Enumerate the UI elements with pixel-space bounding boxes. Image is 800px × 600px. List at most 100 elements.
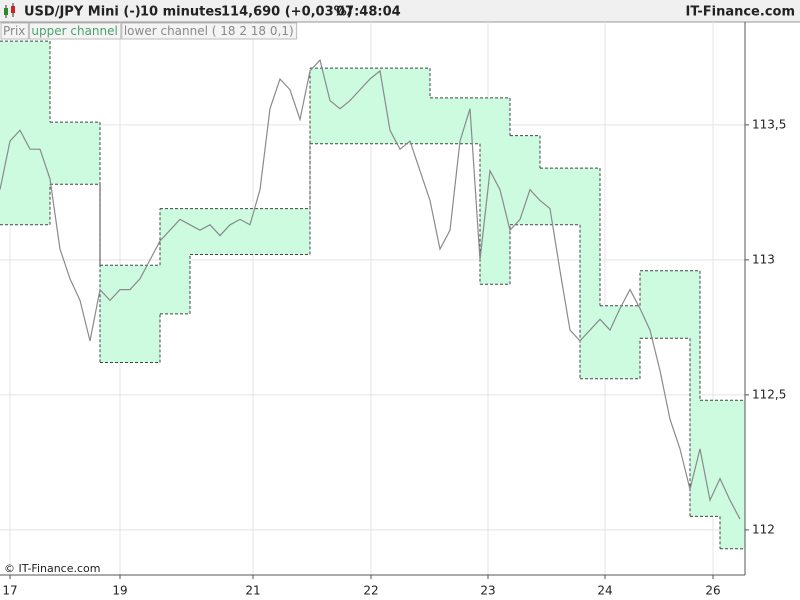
channel-fill bbox=[240, 208, 250, 255]
y-tick-label: 113,5 bbox=[752, 117, 786, 131]
channel-fill bbox=[280, 208, 290, 255]
channel-fill bbox=[540, 168, 550, 225]
x-tick-label: 23 bbox=[480, 584, 495, 598]
channel-fill bbox=[500, 97, 510, 285]
legend-box bbox=[28, 22, 122, 40]
channel-fill bbox=[650, 270, 660, 339]
channel-fill bbox=[530, 135, 540, 225]
channel-fill bbox=[700, 400, 710, 517]
x-tick-label: 26 bbox=[705, 584, 720, 598]
channel-fill bbox=[150, 265, 160, 363]
legend-entry: Prix bbox=[3, 24, 25, 38]
y-tick-label: 112,5 bbox=[752, 387, 786, 401]
channel-fill bbox=[20, 41, 30, 225]
channel-fill bbox=[630, 305, 640, 379]
channel-fill bbox=[430, 97, 440, 144]
channel-fill bbox=[460, 97, 470, 144]
legend-box bbox=[121, 22, 298, 40]
channel-fill bbox=[100, 265, 110, 363]
x-tick-label: 19 bbox=[112, 584, 127, 598]
channel-fill bbox=[560, 168, 570, 225]
channel-fill bbox=[710, 400, 720, 517]
legend-entry: lower channel ( 18 2 18 0,1) bbox=[124, 24, 294, 38]
channel-fill bbox=[180, 208, 190, 314]
x-tick-label: 24 bbox=[597, 584, 612, 598]
channel-fill bbox=[320, 68, 330, 144]
candle-icon bbox=[4, 3, 15, 18]
channel-fill bbox=[230, 208, 240, 255]
channel-fill bbox=[0, 41, 10, 225]
channel-fill bbox=[550, 168, 560, 225]
channel-fill bbox=[190, 208, 200, 255]
channel-fill bbox=[620, 305, 630, 379]
channel-fill bbox=[170, 208, 180, 314]
price-line bbox=[0, 58, 741, 520]
channel-fill bbox=[290, 208, 300, 255]
legend-entry: upper channel bbox=[31, 24, 117, 38]
channel-fill bbox=[340, 68, 350, 144]
channel-fill bbox=[300, 208, 310, 255]
channel-fill bbox=[580, 168, 590, 379]
channel-fill bbox=[30, 41, 40, 225]
channel-fill bbox=[270, 208, 280, 255]
channel-fill bbox=[140, 265, 150, 363]
channel-fill bbox=[370, 68, 380, 144]
channel-fill bbox=[350, 68, 360, 144]
y-tick-label: 113 bbox=[752, 252, 775, 266]
legend: Prix upper channel lower channel ( 18 2 18… bbox=[0, 22, 298, 40]
channel-fill bbox=[690, 270, 700, 517]
channel-fill bbox=[510, 135, 520, 225]
channel-fill bbox=[40, 41, 50, 225]
channel-fill bbox=[130, 265, 140, 363]
channel-fill bbox=[90, 122, 100, 185]
channel-fill bbox=[570, 168, 580, 225]
channel-fill bbox=[330, 68, 340, 144]
channel-fill bbox=[200, 208, 210, 255]
channel-fill bbox=[420, 68, 430, 144]
channel-fill bbox=[260, 208, 270, 255]
channel-fill bbox=[590, 168, 600, 379]
channel-fill bbox=[220, 208, 230, 255]
channel-fill bbox=[210, 208, 220, 255]
channel-fill bbox=[400, 68, 410, 144]
time: 07:48:04 bbox=[336, 5, 401, 20]
channel-fill bbox=[60, 122, 70, 185]
brand: IT-Finance.com bbox=[686, 5, 795, 20]
channel-fill bbox=[670, 270, 680, 339]
interval: 10 minutes bbox=[140, 5, 222, 20]
channel-fill bbox=[520, 135, 530, 225]
quote: 114,690 (+0,03%) bbox=[221, 5, 353, 20]
header-bar bbox=[0, 0, 800, 22]
channel-fill bbox=[610, 305, 620, 379]
channel-fill bbox=[410, 68, 420, 144]
channel-fill bbox=[730, 400, 740, 549]
channel-fill bbox=[390, 68, 400, 144]
channel-fill bbox=[50, 122, 60, 185]
footer: © IT-Finance.com bbox=[4, 562, 101, 575]
channel-fill bbox=[720, 400, 730, 549]
channel-fill bbox=[680, 270, 690, 339]
channel-fill bbox=[640, 270, 650, 339]
channel-fill bbox=[450, 97, 460, 144]
channel-fill bbox=[10, 41, 20, 225]
channel-fill bbox=[310, 68, 320, 144]
channel-fill bbox=[600, 305, 610, 379]
x-tick-label: 17 bbox=[2, 584, 17, 598]
plot-area bbox=[0, 22, 745, 575]
x-tick-label: 21 bbox=[245, 584, 260, 598]
channel-fill bbox=[80, 122, 90, 185]
channel-fill bbox=[480, 97, 490, 285]
instrument: USD/JPY Mini (-) bbox=[24, 5, 141, 20]
x-tick-label: 22 bbox=[363, 584, 378, 598]
channel-fill bbox=[660, 270, 670, 339]
legend-box bbox=[0, 22, 29, 40]
channel-fill bbox=[110, 265, 120, 363]
channel-fill bbox=[470, 97, 480, 144]
channel-fill bbox=[740, 400, 745, 549]
channel-fill bbox=[70, 122, 80, 185]
y-tick-label: 112 bbox=[752, 522, 775, 536]
channel-fill bbox=[120, 265, 130, 363]
channel-fill bbox=[440, 97, 450, 144]
channel-fill bbox=[490, 97, 500, 285]
